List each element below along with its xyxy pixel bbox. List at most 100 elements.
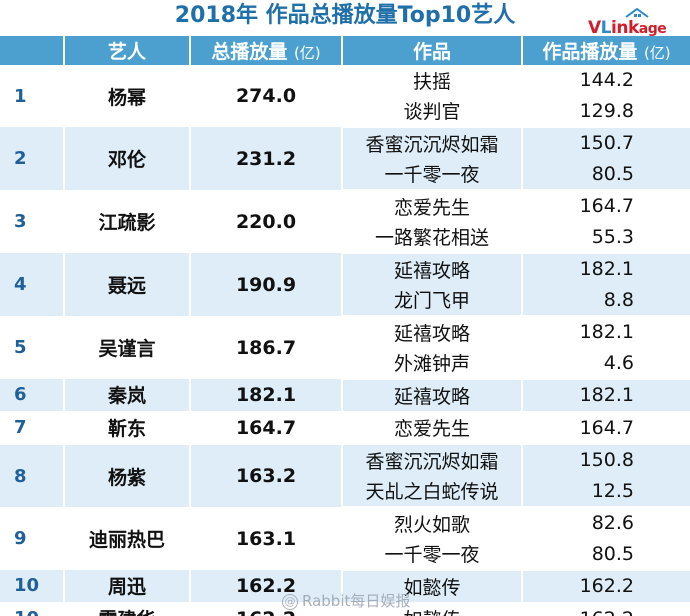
table-row: 一路繁花相送 55.3	[0, 221, 690, 254]
header-artist: 艺人	[64, 36, 191, 65]
rank-cell: 5	[0, 316, 65, 379]
table-row: 一千零一夜 80.5	[0, 538, 690, 571]
total-cell: 162.2	[190, 602, 343, 616]
views-cell: 150.7	[522, 127, 690, 159]
total-cell: 274.0	[190, 65, 343, 127]
views-cell: 182.1	[522, 379, 690, 413]
work-cell: 香蜜沉沉烬如霜	[342, 127, 523, 159]
table-row: 1 杨幂 274.0 扶摇 144.2	[0, 65, 690, 127]
work-cell: 如懿传	[342, 570, 523, 604]
work-cell: 延禧攻略	[342, 379, 523, 413]
total-cell: 163.1	[190, 507, 343, 570]
views-cell: 8.8	[522, 284, 690, 317]
artist-cell: 迪丽热巴	[64, 507, 191, 570]
views-cell: 4.6	[522, 347, 690, 380]
work-cell: 恋爱先生	[342, 190, 523, 222]
table-row: 一千零一夜 80.5	[0, 158, 690, 191]
total-cell: 162.2	[190, 570, 343, 604]
page-title: 2018年 作品总播放量Top10艺人	[174, 3, 516, 28]
total-cell: 182.1	[190, 379, 343, 413]
views-cell: 164.7	[522, 190, 690, 222]
views-cell: 150.8	[522, 444, 690, 476]
table-row: 外滩钟声 4.6	[0, 347, 690, 380]
vlinkage-logo: VLinkage	[588, 8, 684, 38]
total-cell: 163.2	[190, 444, 343, 507]
views-cell: 164.7	[522, 411, 690, 445]
total-cell: 231.2	[190, 127, 343, 190]
table-header-row: 艺人 总播放量 (亿) 作品 作品播放量 (亿)	[0, 36, 690, 65]
artist-cell: 江疏影	[64, 190, 191, 253]
work-cell: 烈火如歌	[342, 507, 523, 539]
work-cell: 一千零一夜	[342, 538, 523, 571]
table-row: 9 迪丽热巴 163.1 烈火如歌 82.6	[0, 507, 690, 570]
total-cell: 164.7	[190, 411, 343, 445]
total-cell: 220.0	[190, 190, 343, 253]
work-cell: 一路繁花相送	[342, 221, 523, 254]
header-total: 总播放量 (亿)	[190, 36, 343, 65]
work-cell: 一千零一夜	[342, 158, 523, 191]
rank-cell: 7	[0, 411, 65, 445]
total-cell: 190.9	[190, 253, 343, 316]
artist-cell: 霍建华	[64, 602, 191, 616]
header-work: 作品	[342, 36, 523, 65]
artist-cell: 邓伦	[64, 127, 191, 190]
work-cell: 扶摇	[342, 65, 523, 96]
work-cell: 如懿传	[342, 602, 523, 616]
work-cell: 延禧攻略	[342, 253, 523, 285]
artist-cell: 聂远	[64, 253, 191, 316]
watermark: @ Rabbit每日娱报	[282, 590, 410, 611]
rank-cell: 8	[0, 444, 65, 507]
work-cell: 龙门飞甲	[342, 284, 523, 317]
rank-cell: 9	[0, 507, 65, 570]
views-cell: 182.1	[522, 253, 690, 285]
views-cell: 12.5	[522, 475, 690, 508]
views-cell: 162.2	[522, 570, 690, 604]
total-cell: 186.7	[190, 316, 343, 379]
table-row: 8 杨紫 163.2 香蜜沉沉烬如霜 150.8	[0, 444, 690, 507]
weibo-at-icon: @	[282, 593, 298, 610]
views-cell: 80.5	[522, 538, 690, 571]
rank-cell: 10	[0, 570, 65, 604]
artist-cell: 杨幂	[64, 65, 191, 127]
views-cell: 129.8	[522, 95, 690, 128]
table-body: 1 杨幂 274.0 扶摇 144.2 谈判官 129.8 2 邓伦 231.2 香蜜沉沉烬如霜 15…	[0, 65, 690, 616]
table-row: 谈判官 129.8	[0, 95, 690, 128]
ranking-table: 艺人 总播放量 (亿) 作品 作品播放量 (亿) 1 杨幂 274.0 扶摇 144.2…	[0, 36, 690, 616]
views-cell: 144.2	[522, 65, 690, 96]
table-row: 2 邓伦 231.2 香蜜沉沉烬如霜 150.7	[0, 127, 690, 190]
artist-cell: 秦岚	[64, 379, 191, 413]
rank-cell: 3	[0, 190, 65, 253]
work-cell: 延禧攻略	[342, 316, 523, 348]
rank-cell: 1	[0, 65, 65, 127]
rank-cell: 4	[0, 253, 65, 316]
rank-cell: 6	[0, 379, 65, 413]
work-cell: 天乩之白蛇传说	[342, 475, 523, 508]
views-cell: 55.3	[522, 221, 690, 254]
views-cell: 80.5	[522, 158, 690, 191]
work-cell: 外滩钟声	[342, 347, 523, 380]
house-logo-icon	[625, 8, 649, 18]
table-row: 龙门飞甲 8.8	[0, 284, 690, 317]
artist-cell: 靳东	[64, 411, 191, 445]
table-row: 4 聂远 190.9 延禧攻略 182.1	[0, 253, 690, 316]
work-cell: 恋爱先生	[342, 411, 523, 445]
table-row: 6 秦岚 182.1 延禧攻略 182.1	[0, 379, 690, 413]
logo-text: VLinkage	[588, 18, 667, 38]
artist-cell: 吴谨言	[64, 316, 191, 379]
artist-cell: 杨紫	[64, 444, 191, 507]
views-cell: 162.2	[522, 602, 690, 616]
header-rank	[0, 36, 65, 65]
header-views: 作品播放量 (亿)	[522, 36, 690, 65]
work-cell: 谈判官	[342, 95, 523, 128]
table-row: 3 江疏影 220.0 恋爱先生 164.7	[0, 190, 690, 253]
views-cell: 82.6	[522, 507, 690, 539]
work-cell: 香蜜沉沉烬如霜	[342, 444, 523, 476]
rank-cell: 10	[0, 602, 65, 616]
artist-cell: 周迅	[64, 570, 191, 604]
table-row: 7 靳东 164.7 恋爱先生 164.7	[0, 411, 690, 445]
table-row: 10 周迅 162.2 如懿传 162.2	[0, 570, 690, 604]
table-row: 5 吴谨言 186.7 延禧攻略 182.1	[0, 316, 690, 379]
rank-cell: 2	[0, 127, 65, 190]
